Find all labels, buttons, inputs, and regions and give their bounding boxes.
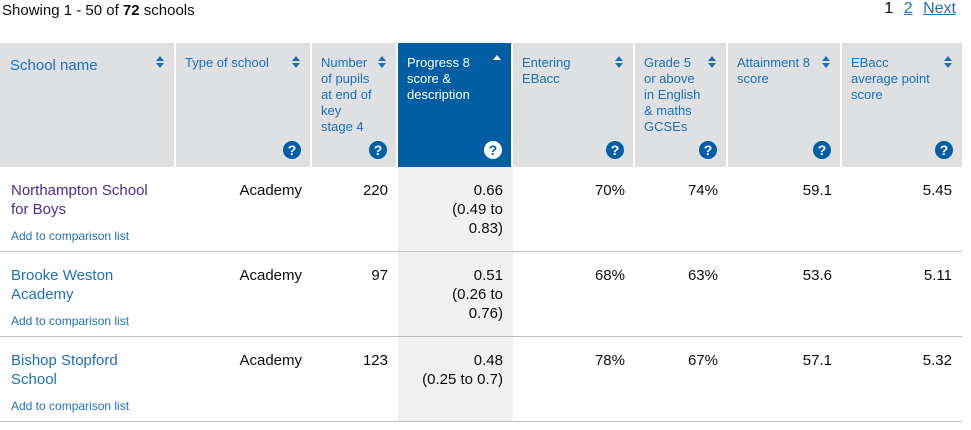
sort-updown-icon	[615, 56, 623, 68]
help-icon[interactable]: ?	[813, 141, 831, 159]
help-icon[interactable]: ?	[606, 141, 624, 159]
attainment-8-cell: 53.6	[728, 252, 842, 337]
school-name-cell: Northampton School for Boys Add to compa…	[0, 167, 176, 252]
column-header-number-of-pupils[interactable]: Number of pupils at end of key stage 4 ?	[312, 43, 398, 167]
grade-5-cell: 63%	[635, 252, 728, 337]
column-header-grade-5[interactable]: Grade 5 or above in English & maths GCSE…	[635, 43, 728, 167]
progress-8-cell: 0.51 (0.26 to 0.76)	[398, 252, 513, 337]
help-icon[interactable]: ?	[484, 141, 502, 159]
table-row: Northampton School for Boys Add to compa…	[0, 167, 962, 252]
results-total: 72	[122, 2, 140, 19]
sort-updown-icon	[944, 56, 952, 68]
column-label: Grade 5 or above in English & maths GCSE…	[644, 55, 701, 134]
column-header-school-name[interactable]: School name	[0, 43, 176, 167]
ebacc-aps-cell: 5.11	[842, 252, 962, 337]
add-to-comparison-link[interactable]: Add to comparison list	[11, 229, 130, 243]
help-icon[interactable]: ?	[699, 141, 717, 159]
add-to-comparison-link[interactable]: Add to comparison list	[11, 399, 130, 413]
column-header-entering-ebacc[interactable]: Entering EBacc ?	[513, 43, 635, 167]
school-name-cell: Brooke Weston Academy Add to comparison …	[0, 252, 176, 337]
ebacc-aps-cell: 5.45	[842, 167, 962, 252]
school-type-cell: Academy	[176, 167, 312, 252]
pupils-cell: 220	[312, 167, 398, 252]
next-page-link[interactable]: Next	[923, 0, 956, 17]
results-prefix: Showing 1 - 50 of	[2, 2, 123, 19]
sort-updown-icon	[708, 56, 716, 68]
progress-8-cell: 0.66 (0.49 to 0.83)	[398, 167, 513, 252]
page-2-link[interactable]: 2	[903, 0, 913, 17]
column-label: School name	[10, 57, 98, 74]
school-link[interactable]: Bishop Stopford School	[11, 352, 118, 388]
progress-8-score: 0.66	[473, 182, 503, 199]
column-label: Progress 8 score & description	[407, 55, 470, 102]
table-row: Bishop Stopford School Add to comparison…	[0, 337, 962, 422]
sort-updown-icon	[292, 56, 300, 68]
progress-8-score: 0.51	[473, 267, 503, 284]
progress-8-cell: 0.48 (0.25 to 0.7)	[398, 337, 513, 422]
progress-8-range: (0.25 to 0.7)	[422, 371, 503, 388]
column-label: Attainment 8 score	[737, 55, 810, 86]
school-link[interactable]: Brooke Weston Academy	[11, 267, 114, 303]
school-type-cell: Academy	[176, 252, 312, 337]
grade-5-cell: 67%	[635, 337, 728, 422]
sort-up-icon	[493, 55, 501, 60]
sort-updown-icon	[156, 56, 164, 68]
help-icon[interactable]: ?	[283, 141, 301, 159]
table-header-row: School name Type of school ? Number of p…	[0, 43, 962, 167]
results-bar: Showing 1 - 50 of 72 schools 1 2 Next	[0, 0, 971, 30]
progress-8-range: (0.49 to 0.83)	[452, 201, 503, 237]
attainment-8-cell: 57.1	[728, 337, 842, 422]
entering-ebacc-cell: 68%	[513, 252, 635, 337]
pupils-cell: 97	[312, 252, 398, 337]
help-icon[interactable]: ?	[369, 141, 387, 159]
help-icon[interactable]: ?	[935, 141, 953, 159]
entering-ebacc-cell: 70%	[513, 167, 635, 252]
progress-8-range: (0.26 to 0.76)	[452, 286, 503, 322]
column-label: Type of school	[185, 55, 269, 70]
schools-table: School name Type of school ? Number of p…	[0, 43, 962, 422]
table-row: Brooke Weston Academy Add to comparison …	[0, 252, 962, 337]
pupils-cell: 123	[312, 337, 398, 422]
column-header-attainment-8[interactable]: Attainment 8 score ?	[728, 43, 842, 167]
column-header-ebacc-aps[interactable]: EBacc average point score ?	[842, 43, 962, 167]
grade-5-cell: 74%	[635, 167, 728, 252]
column-label: Number of pupils at end of key stage 4	[321, 55, 372, 134]
entering-ebacc-cell: 78%	[513, 337, 635, 422]
progress-8-score: 0.48	[473, 352, 503, 369]
sort-updown-icon	[378, 56, 386, 68]
sort-updown-icon	[822, 56, 830, 68]
column-header-progress-8[interactable]: Progress 8 score & description ?	[398, 43, 513, 167]
add-to-comparison-link[interactable]: Add to comparison list	[11, 314, 130, 328]
results-suffix: schools	[139, 2, 195, 19]
column-label: EBacc average point score	[851, 55, 930, 102]
ebacc-aps-cell: 5.32	[842, 337, 962, 422]
school-type-cell: Academy	[176, 337, 312, 422]
school-link[interactable]: Northampton School for Boys	[11, 182, 148, 218]
school-name-cell: Bishop Stopford School Add to comparison…	[0, 337, 176, 422]
pagination: 1 2 Next	[878, 0, 956, 18]
page-1-current: 1	[884, 0, 894, 17]
column-header-type-of-school[interactable]: Type of school ?	[176, 43, 312, 167]
attainment-8-cell: 59.1	[728, 167, 842, 252]
column-label: Entering EBacc	[522, 55, 571, 86]
results-count: Showing 1 - 50 of 72 schools	[2, 2, 195, 19]
